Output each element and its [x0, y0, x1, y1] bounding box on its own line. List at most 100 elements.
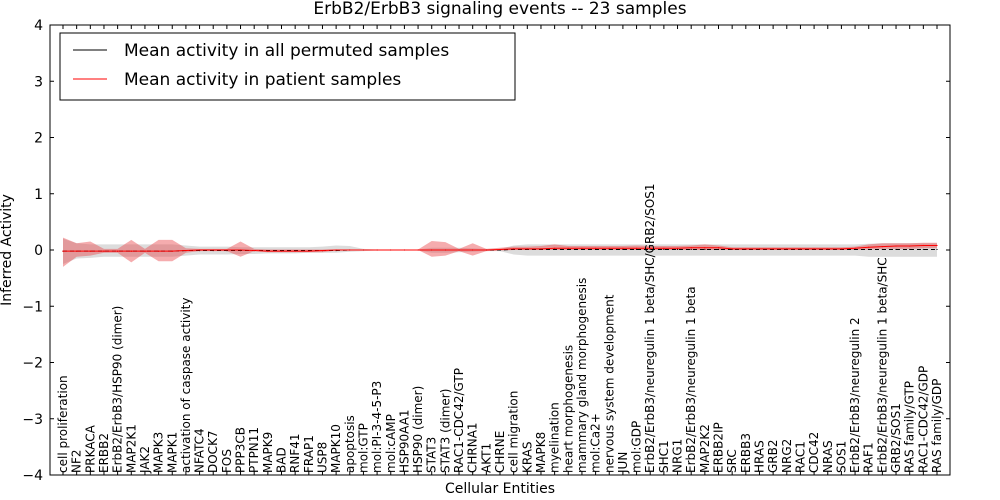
- point-permuted: [635, 248, 638, 251]
- y-tick-label: −3: [22, 412, 43, 428]
- y-tick-label: 0: [34, 243, 43, 259]
- x-axis: cell proliferation NF2 PRKACA ERBB2 ErbB2/Er…: [56, 25, 944, 475]
- x-tick-label: mammary gland morphogenesis: [575, 278, 589, 473]
- y-tick-label: −1: [22, 299, 43, 315]
- x-tick-label: MAPK8: [534, 432, 548, 473]
- point-permuted: [717, 248, 720, 251]
- point-permuted: [567, 248, 569, 251]
- point-patient: [171, 250, 173, 252]
- x-tick-label: CHRNA1: [466, 422, 480, 473]
- x-tick-label: mol:GDP: [630, 421, 644, 473]
- series-lines: [62, 244, 938, 252]
- point-permuted: [690, 248, 692, 251]
- point-patient: [280, 250, 283, 252]
- legend-label-patient: Mean activity in patient samples: [124, 70, 401, 90]
- x-tick-label: ErbB2/ErbB3/neuregulin 1 beta: [684, 286, 698, 473]
- y-tick-label: 2: [34, 131, 43, 147]
- point-patient: [799, 248, 802, 250]
- x-tick-label: PRKACA: [83, 424, 97, 473]
- point-patient: [212, 249, 214, 251]
- point-patient: [581, 247, 583, 249]
- x-tick-label: ErbB2/ErbB3/HSP90 (dimer): [111, 306, 125, 473]
- x-tick-label: RAS family/GDP: [930, 379, 944, 473]
- point-patient: [157, 250, 160, 252]
- point-patient: [403, 249, 406, 251]
- x-tick-label: MAP2K2: [698, 424, 712, 473]
- x-tick-label: mol:Ca2+: [589, 413, 603, 473]
- x-tick-label: FRAP1: [302, 435, 316, 473]
- point-patient: [198, 249, 201, 251]
- y-tick-label: −4: [22, 468, 43, 484]
- point-patient: [704, 247, 706, 249]
- legend-box: [59, 32, 516, 101]
- point-patient: [103, 250, 105, 252]
- point-patient: [786, 248, 788, 250]
- y-tick-label: 4: [34, 18, 43, 34]
- point-permuted: [895, 248, 897, 251]
- point-permuted: [936, 248, 938, 251]
- point-patient: [444, 249, 446, 251]
- point-patient: [62, 250, 64, 252]
- x-tick-label: RAC1: [793, 441, 807, 473]
- point-patient: [758, 248, 761, 250]
- x-tick-label: RNF41: [288, 434, 302, 474]
- point-permuted: [594, 248, 597, 251]
- x-tick-label: MAPK9: [261, 432, 275, 473]
- point-patient: [308, 250, 310, 252]
- point-patient: [185, 249, 187, 252]
- x-tick-label: SOS1: [834, 441, 848, 473]
- point-patient: [144, 250, 146, 252]
- x-tick-label: mol:GTP: [356, 423, 370, 473]
- x-tick-label: FOS: [220, 449, 234, 473]
- x-tick-label: GRB2: [766, 439, 780, 473]
- x-tick-label: JAK2: [138, 446, 152, 474]
- point-patient: [663, 247, 665, 249]
- x-tick-label: ERBB2: [97, 433, 111, 473]
- x-tick-label: PPP3CB: [234, 427, 248, 473]
- y-tick-label: −2: [22, 356, 43, 372]
- y-axis: 4 3 2 1 0 −1 −2 −3 −4: [22, 18, 950, 484]
- point-patient: [881, 246, 883, 248]
- point-patient: [649, 247, 651, 249]
- x-tick-label: AKT1: [479, 443, 493, 473]
- x-tick-label: HRAS: [752, 440, 766, 473]
- point-patient: [690, 247, 692, 249]
- x-tick-label: mol:PI-3-4-5-P3: [370, 381, 384, 473]
- point-patient: [608, 247, 610, 249]
- point-patient: [895, 245, 897, 247]
- y-tick-label: 1: [34, 187, 43, 203]
- x-tick-label: cell proliferation: [56, 375, 70, 473]
- x-tick-label: BAD: [275, 447, 289, 473]
- point-patient: [554, 247, 556, 249]
- point-patient: [827, 248, 829, 250]
- x-tick-label: NRG1: [671, 439, 685, 473]
- point-permuted: [881, 248, 883, 251]
- point-permuted: [622, 248, 624, 251]
- x-tick-label: NFATC4: [193, 428, 207, 473]
- point-permuted: [608, 248, 610, 251]
- point-patient: [130, 250, 132, 252]
- x-tick-label: MAPK3: [152, 432, 166, 473]
- point-patient: [922, 244, 924, 247]
- point-permuted: [581, 248, 583, 251]
- point-patient: [76, 250, 78, 252]
- point-patient: [594, 247, 597, 249]
- point-patient: [117, 250, 119, 252]
- x-tick-label: NRAS: [821, 440, 835, 473]
- point-patient: [731, 248, 733, 250]
- x-tick-label: CHRNE: [493, 431, 507, 473]
- x-tick-label: RAC1-CDC42/GTP: [452, 368, 466, 473]
- x-tick-label: ErbB2/ErbB3/neuregulin 1 beta/SHC: [875, 257, 889, 473]
- legend-label-permuted: Mean activity in all permuted samples: [124, 41, 449, 61]
- band-permuted: [63, 238, 937, 265]
- x-tick-label: RAF1: [862, 442, 876, 473]
- point-patient: [936, 244, 938, 247]
- x-tick-label: HSP90AA1: [397, 409, 411, 473]
- x-tick-label: NRG2: [780, 439, 794, 473]
- x-tick-label: RAC1-CDC42/GDP: [916, 366, 930, 473]
- point-patient: [431, 249, 433, 251]
- point-patient: [239, 249, 242, 251]
- x-tick-label: SRC: [725, 449, 739, 473]
- x-tick-label: STAT3 (dimer): [438, 389, 452, 473]
